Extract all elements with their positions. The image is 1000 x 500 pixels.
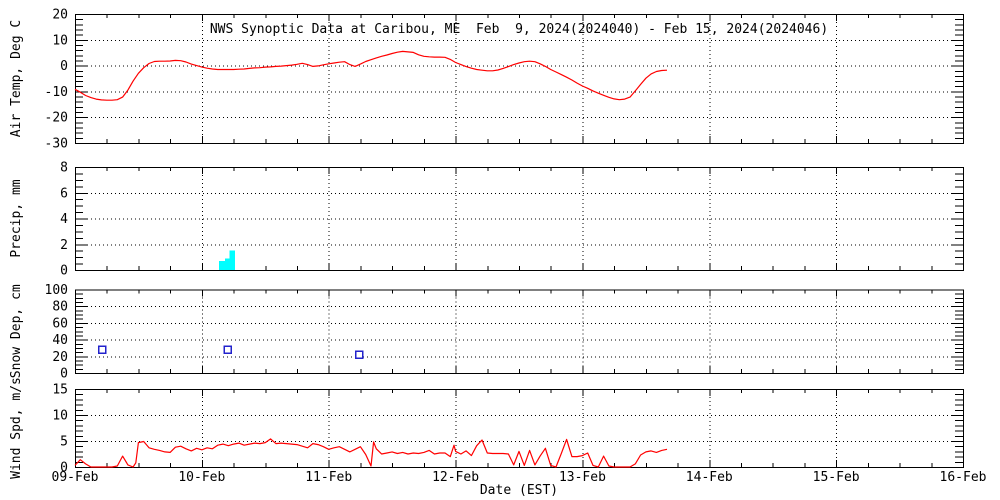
panel-border xyxy=(75,14,964,144)
panel-precipitation: 0 2 4 6 8 Precip, mm xyxy=(9,161,964,279)
x-tick-label: 16-Feb xyxy=(940,470,987,485)
y-tick-label: 40 xyxy=(52,333,68,348)
y-tick-label: 20 xyxy=(52,8,68,23)
snow-depth-marker xyxy=(98,345,107,354)
y-tick-label: 2 xyxy=(60,238,68,253)
y-tick-label: 0 xyxy=(60,461,68,476)
precip-bar xyxy=(225,258,230,270)
panel-wind-speed: 0 5 10 15 Wind Spd, m/s xyxy=(9,377,964,479)
x-tick-label: 10-Feb xyxy=(178,470,225,485)
panel-border xyxy=(75,389,964,468)
y-axis-label: Wind Spd, m/s xyxy=(9,377,24,479)
y-tick-label: 15 xyxy=(52,383,68,398)
panel-border xyxy=(75,167,964,271)
wind_spd_ms-line xyxy=(74,438,668,468)
y-tick-label: 20 xyxy=(52,350,68,365)
x-tick-label: 12-Feb xyxy=(432,470,479,485)
y-tick-label: 0 xyxy=(60,264,68,279)
x-tick-label: 15-Feb xyxy=(813,470,860,485)
y-tick-label: 4 xyxy=(60,212,68,227)
x-tick-label: 09-Feb xyxy=(52,470,99,485)
y-tick-label: 100 xyxy=(45,283,68,298)
y-axis-label: Snow Dep, cm xyxy=(9,284,24,378)
y-tick-label: -10 xyxy=(45,85,68,100)
y-axis-label: Air Temp, Deg C xyxy=(9,20,24,137)
chart-title: NWS Synoptic Data at Caribou, ME Feb 9, … xyxy=(209,22,829,37)
panel-border xyxy=(75,289,964,374)
y-tick-label: 0 xyxy=(60,367,68,382)
x-axis-title: Date (EST) xyxy=(479,483,559,498)
y-tick-label: 6 xyxy=(60,186,68,201)
y-tick-label: 10 xyxy=(52,409,68,424)
y-tick-label: 80 xyxy=(52,300,68,315)
air_temp_deg_c-line xyxy=(74,50,668,101)
precip-bar xyxy=(218,260,226,270)
y-tick-label: 8 xyxy=(60,161,68,176)
y-tick-label: 60 xyxy=(52,316,68,331)
y-tick-label: 10 xyxy=(52,33,68,48)
x-tick-label: 11-Feb xyxy=(305,470,352,485)
snow-depth-marker xyxy=(355,350,364,359)
y-tick-label: 0 xyxy=(60,59,68,74)
y-tick-label: -30 xyxy=(45,137,68,152)
y-tick-label: 5 xyxy=(60,435,68,450)
y-axis-label: Precip, mm xyxy=(9,179,24,257)
snow-depth-marker xyxy=(223,345,233,354)
precip-bar xyxy=(229,250,236,270)
x-tick-label: 14-Feb xyxy=(686,470,733,485)
x-tick-label: 13-Feb xyxy=(559,470,606,485)
panel-air-temperature: -30 -20 -10 0 10 20 Air Temp, Deg C xyxy=(9,8,964,152)
y-tick-label: -20 xyxy=(45,111,68,126)
